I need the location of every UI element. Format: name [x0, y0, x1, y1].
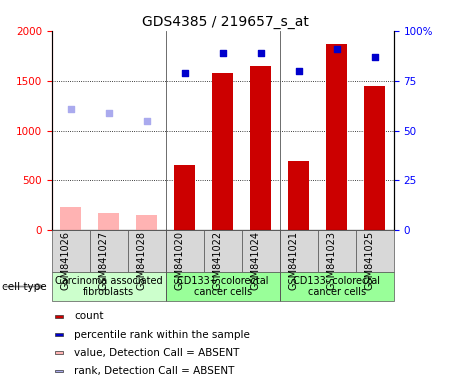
Bar — [364, 86, 385, 230]
Point — [219, 50, 226, 56]
Text: GSM841023: GSM841023 — [327, 231, 337, 290]
Text: GSM841026: GSM841026 — [61, 231, 71, 290]
Text: GSM841024: GSM841024 — [251, 231, 261, 290]
Text: count: count — [74, 311, 104, 321]
Bar — [128, 230, 166, 271]
Bar — [204, 230, 242, 271]
Bar — [288, 161, 309, 230]
Bar — [55, 315, 63, 318]
Bar — [136, 215, 157, 230]
Point — [181, 70, 189, 76]
Bar — [280, 271, 394, 301]
Text: GDS4385 / 219657_s_at: GDS4385 / 219657_s_at — [142, 15, 308, 29]
Bar — [250, 66, 271, 230]
Bar — [55, 333, 63, 336]
Bar — [98, 213, 119, 230]
Text: GSM841027: GSM841027 — [99, 231, 109, 290]
Bar — [242, 230, 280, 271]
Point — [333, 46, 340, 52]
Bar — [280, 230, 318, 271]
Bar — [52, 230, 90, 271]
Point — [257, 50, 264, 56]
Text: GSM841028: GSM841028 — [137, 231, 147, 290]
Point — [371, 54, 378, 60]
Bar — [55, 370, 63, 372]
Text: CD133+ colorectal
cancer cells: CD133+ colorectal cancer cells — [177, 276, 269, 297]
Point — [295, 68, 302, 74]
Bar — [166, 230, 204, 271]
Bar — [356, 230, 394, 271]
Text: Carcinoma associated
fibroblasts: Carcinoma associated fibroblasts — [55, 276, 162, 297]
Text: GSM841022: GSM841022 — [213, 231, 223, 290]
Bar — [326, 44, 347, 230]
Bar — [318, 230, 356, 271]
Text: GSM841021: GSM841021 — [289, 231, 299, 290]
Bar — [90, 230, 128, 271]
Text: percentile rank within the sample: percentile rank within the sample — [74, 329, 250, 339]
Bar — [174, 164, 195, 230]
Point — [105, 109, 112, 116]
Point — [143, 118, 150, 124]
Bar — [60, 207, 81, 230]
Text: GSM841025: GSM841025 — [365, 231, 375, 290]
Point — [67, 106, 74, 112]
Text: CD133- colorectal
cancer cells: CD133- colorectal cancer cells — [293, 276, 380, 297]
Text: cell type: cell type — [2, 281, 47, 291]
Text: value, Detection Call = ABSENT: value, Detection Call = ABSENT — [74, 348, 239, 358]
Text: GSM841020: GSM841020 — [175, 231, 185, 290]
Bar — [55, 351, 63, 354]
Bar — [166, 271, 280, 301]
Text: rank, Detection Call = ABSENT: rank, Detection Call = ABSENT — [74, 366, 234, 376]
Bar — [52, 271, 166, 301]
Bar — [212, 73, 233, 230]
